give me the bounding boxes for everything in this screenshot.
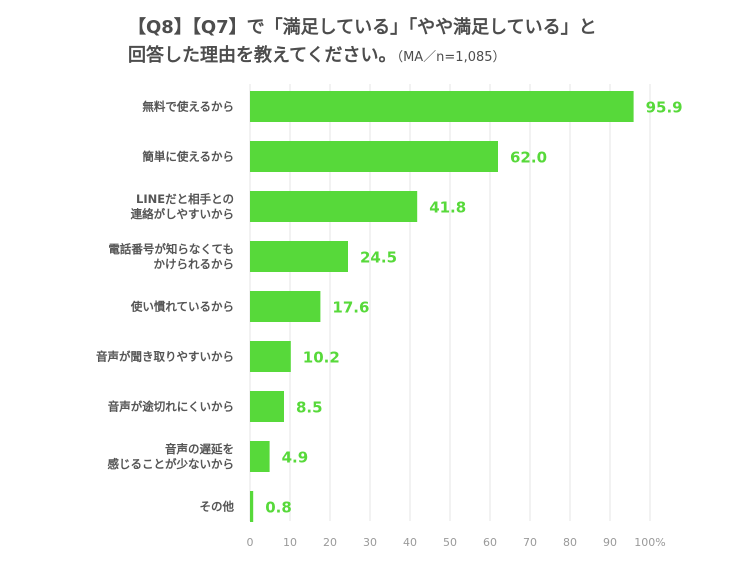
- value-label-5: 10.2: [303, 349, 340, 367]
- x-tick-label-4: 40: [403, 536, 417, 549]
- value-label-4: 17.6: [332, 299, 369, 317]
- value-label-8: 0.8: [265, 499, 292, 517]
- category-label-2-1: 連絡がしやすいから: [131, 207, 234, 221]
- category-label-8-0: その他: [200, 500, 235, 514]
- bar-7: [250, 441, 270, 472]
- chart-title-note: （MA／n=1,085）: [396, 50, 506, 65]
- x-tick-label-6: 60: [483, 536, 497, 549]
- bar-3: [250, 241, 348, 272]
- x-tick-label-10: 100%: [634, 536, 665, 549]
- bar-8: [250, 491, 254, 522]
- category-label-3-1: かけられるから: [154, 257, 235, 271]
- chart-title-line-2: 回答した理由を教えてください。（MA／n=1,085）: [128, 42, 597, 72]
- chart-title: 【Q8】【Q7】で「満足している」「やや満足している」と 回答した理由を教えてく…: [128, 14, 597, 72]
- x-tick-label-3: 30: [363, 536, 377, 549]
- category-label-7-1: 感じることが少ないから: [108, 457, 235, 471]
- x-tick-label-8: 80: [563, 536, 577, 549]
- chart-title-main: 回答した理由を教えてください。: [128, 45, 397, 66]
- category-label-6-0: 音声が途切れにくいから: [108, 400, 234, 414]
- bar-layer: [250, 91, 634, 522]
- x-tick-label-0: 0: [247, 536, 254, 549]
- category-label-4-0: 使い慣れているから: [130, 300, 234, 314]
- value-label-0: 95.9: [646, 99, 683, 117]
- category-label-1-0: 簡単に使えるから: [141, 150, 234, 164]
- x-tick-label-1: 10: [283, 536, 297, 549]
- value-label-1: 62.0: [510, 149, 547, 167]
- category-label-3-0: 電話番号が知らなくても: [108, 242, 234, 256]
- tick-layer: 0 10 20 30 40 50 60 70 80 90 100%: [247, 536, 666, 549]
- bar-1: [250, 141, 498, 172]
- category-label-7-0: 音声の遅延を: [165, 442, 234, 456]
- bar-5: [250, 341, 291, 372]
- x-tick-label-7: 70: [523, 536, 537, 549]
- x-tick-label-2: 20: [323, 536, 337, 549]
- bar-4: [250, 291, 321, 322]
- x-tick-label-9: 90: [603, 536, 617, 549]
- value-label-6: 8.5: [296, 399, 323, 417]
- value-label-2: 41.8: [429, 199, 466, 217]
- label-layer: 95.9 無料で使えるから 62.0 簡単に使えるから 41.8 LINEだと相手との連絡…: [96, 99, 683, 517]
- bar-0: [250, 91, 634, 122]
- value-label-7: 4.9: [282, 449, 309, 467]
- value-label-3: 24.5: [360, 249, 397, 267]
- bar-2: [250, 191, 418, 222]
- x-tick-label-5: 50: [443, 536, 457, 549]
- category-label-0-0: 無料で使えるから: [142, 100, 234, 114]
- category-label-5-0: 音声が聞き取りやすいから: [96, 350, 234, 364]
- bar-6: [250, 391, 284, 422]
- category-label-2-0: LINEだと相手との: [136, 192, 234, 206]
- chart-title-line-1: 【Q8】【Q7】で「満足している」「やや満足している」と: [128, 17, 597, 38]
